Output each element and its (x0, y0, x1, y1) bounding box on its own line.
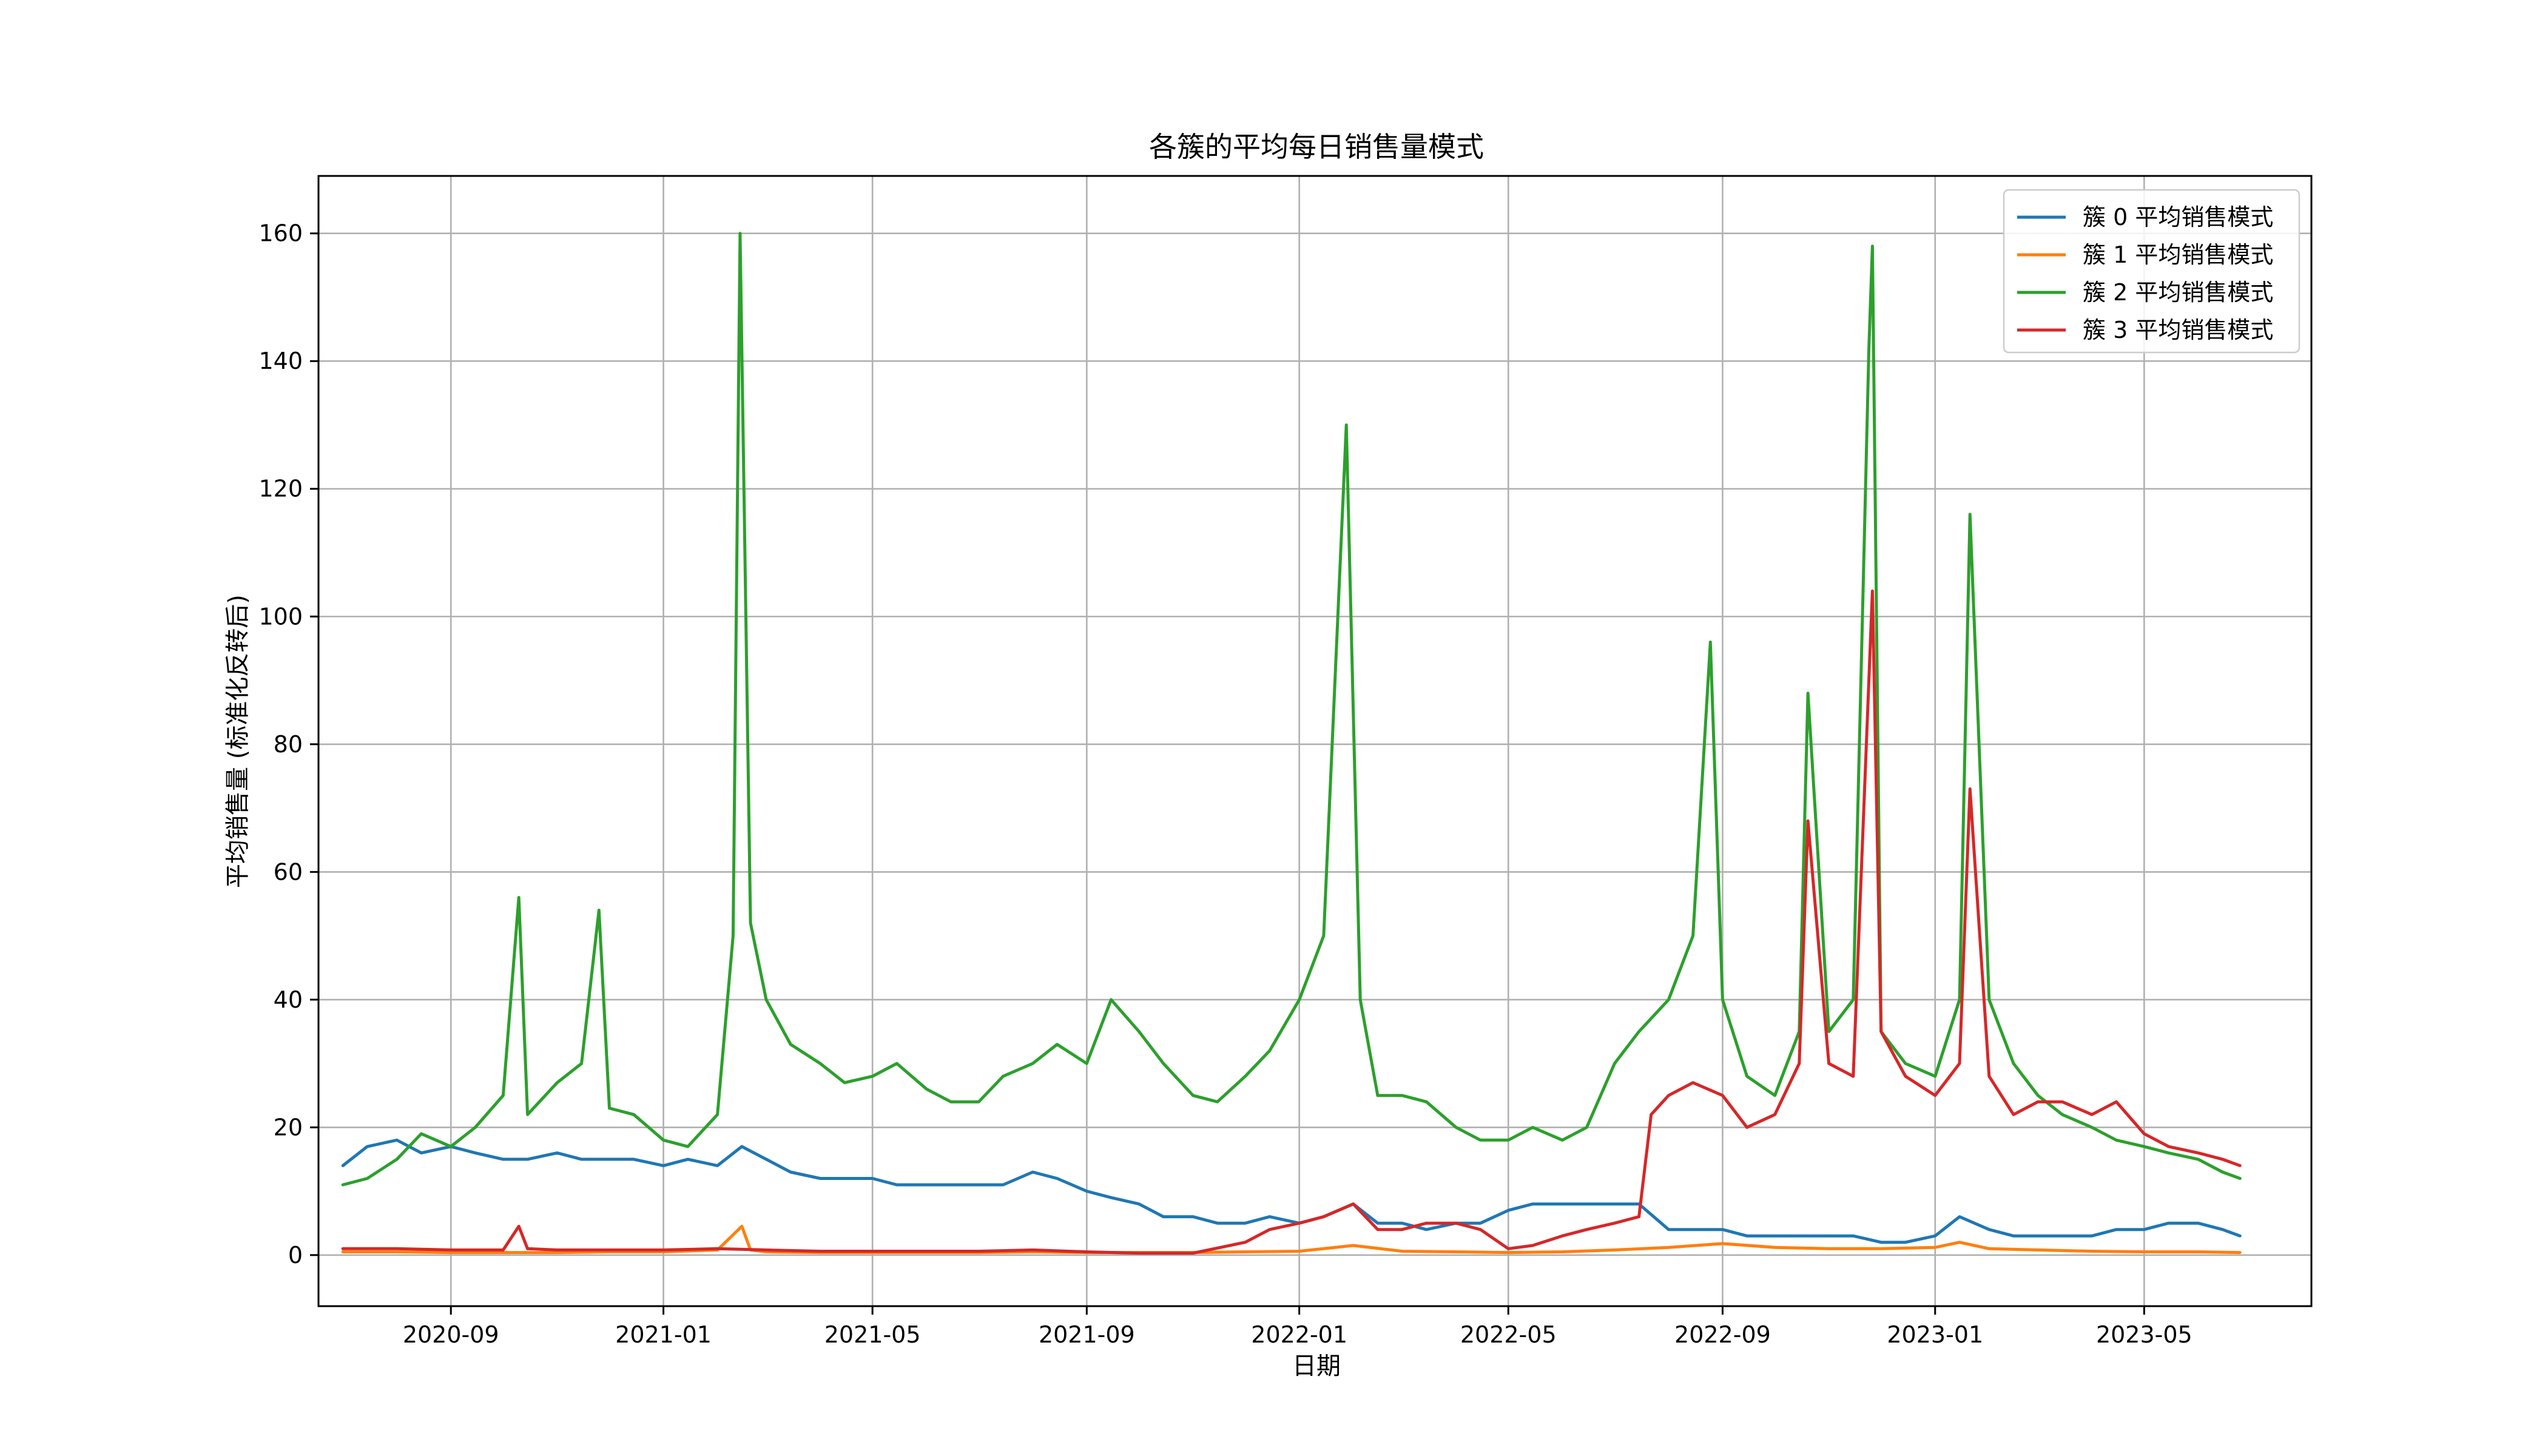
series-group (341, 232, 2242, 1255)
legend-entry-label: 簇 1 平均销售模式 (2083, 241, 2273, 268)
x-axis: 2020-09 2021-01 2021-05 2021-09 2022-01 2022-… (403, 1306, 2192, 1348)
y-tick-label: 40 (274, 986, 303, 1013)
legend-box (2003, 189, 2300, 354)
x-tick-label: 2022-09 (1674, 1321, 1771, 1348)
x-tick-label: 2022-01 (1251, 1321, 1347, 1348)
x-tick-label: 2020-09 (403, 1321, 499, 1348)
grid (318, 176, 2311, 1306)
series-line-cluster-2 (341, 232, 2242, 1187)
y-tick-label: 20 (274, 1114, 303, 1141)
y-axis: 0 20 40 60 80 100 120 140 160 (258, 220, 318, 1269)
legend-entry-label: 簇 2 平均销售模式 (2083, 279, 2273, 306)
x-tick-label: 2023-05 (2096, 1321, 2192, 1348)
x-tick-label: 2023-01 (1887, 1321, 1983, 1348)
plot-frame (317, 175, 2313, 1307)
series-line-cluster-3 (341, 589, 2242, 1255)
y-tick-label: 0 (288, 1242, 303, 1269)
y-tick-label: 100 (258, 603, 303, 630)
y-tick-label: 60 (274, 858, 303, 885)
x-tick-label: 2021-09 (1039, 1321, 1135, 1348)
chart-title: 各簇的平均每日销售量模式 (1149, 130, 1484, 163)
legend-entry-label: 簇 0 平均销售模式 (2083, 204, 2273, 231)
x-tick-label: 2022-05 (1460, 1321, 1557, 1348)
x-tick-label: 2021-05 (824, 1321, 921, 1348)
legend-entry-label: 簇 3 平均销售模式 (2083, 317, 2273, 343)
y-tick-label: 160 (258, 220, 303, 247)
x-axis-label: 日期 (1292, 1352, 1341, 1380)
y-tick-label: 140 (258, 348, 303, 374)
x-tick-label: 2021-01 (615, 1321, 712, 1348)
y-tick-label: 120 (258, 476, 303, 502)
series-line-cluster-1 (341, 1224, 2242, 1255)
y-axis-label: 平均销售量 (标准化反转后) (224, 595, 252, 888)
y-tick-label: 80 (274, 731, 303, 758)
